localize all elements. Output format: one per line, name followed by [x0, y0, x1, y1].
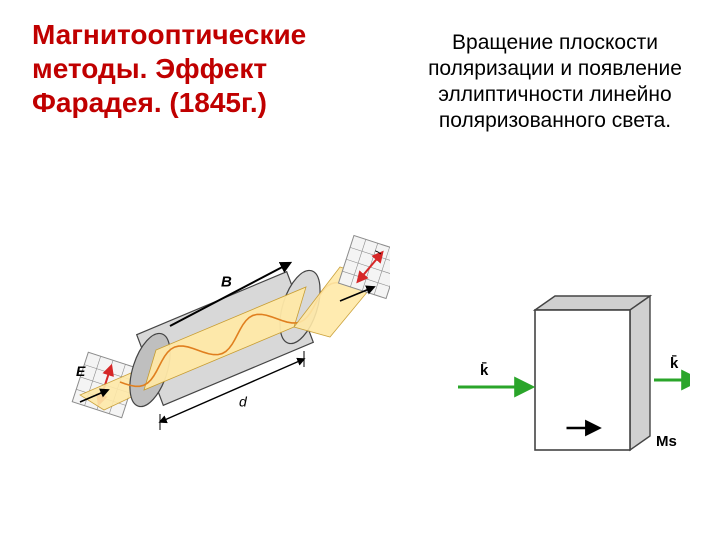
svg-text:k̄: k̄	[480, 361, 489, 379]
slab-svg: k̄ k̄ Ms	[440, 290, 690, 490]
slide-title: Магнитооптические методы. Эффект Фарадея…	[32, 18, 392, 120]
slab-figure: k̄ k̄ Ms	[440, 290, 690, 490]
svg-text:k̄: k̄	[670, 354, 679, 372]
faraday-cylinder-svg: EβBd	[60, 210, 390, 440]
svg-text:B: B	[221, 274, 232, 291]
svg-text:E: E	[76, 363, 86, 379]
slide-description: Вращение плоскости поляризации и появлен…	[420, 30, 690, 134]
faraday-cylinder-figure: EβBd	[60, 210, 390, 440]
svg-text:d: d	[239, 394, 248, 410]
svg-text:Ms: Ms	[656, 433, 677, 450]
